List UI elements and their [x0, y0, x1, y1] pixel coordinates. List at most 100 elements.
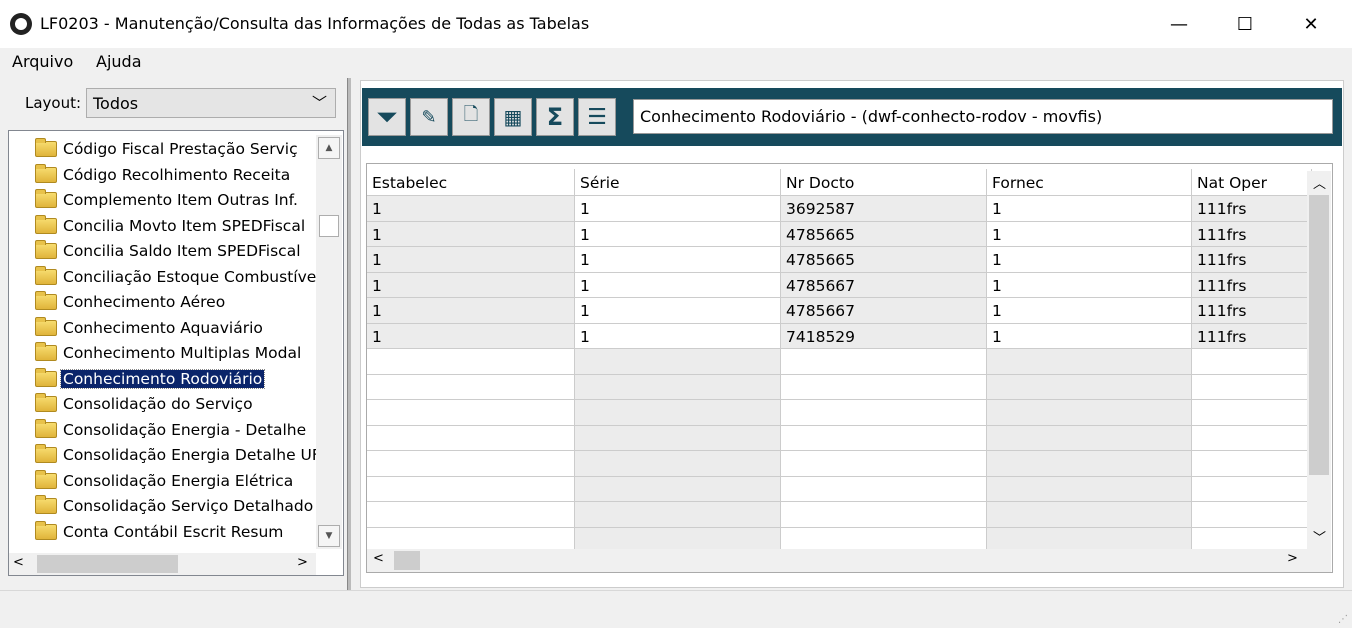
- scroll-right-icon[interactable]: >: [297, 555, 308, 570]
- column-header[interactable]: Nat Oper: [1192, 169, 1312, 196]
- grid-cell[interactable]: [781, 349, 987, 375]
- menu-arquivo[interactable]: Arquivo: [12, 52, 74, 71]
- grid-cell[interactable]: 1: [367, 196, 575, 222]
- layout-select[interactable]: Todos ﹀: [86, 88, 336, 118]
- grid-cell[interactable]: 1: [987, 323, 1192, 349]
- grid-cell[interactable]: [367, 349, 575, 375]
- new-document-icon[interactable]: 🗋: [452, 98, 490, 136]
- filter-icon[interactable]: ⏷: [368, 98, 406, 136]
- tree-item[interactable]: Consolidação Serviço Detalhado: [35, 494, 315, 518]
- tree-item[interactable]: Código Recolhimento Receita: [35, 163, 292, 187]
- tree-vertical-scrollbar[interactable]: ▲ ▼: [316, 135, 342, 549]
- column-header[interactable]: Nr Docto: [781, 169, 987, 196]
- scroll-left-icon[interactable]: <: [373, 551, 384, 566]
- tree-item[interactable]: Conhecimento Aquaviário: [35, 316, 265, 340]
- tree-item[interactable]: Conciliação Estoque Combustíve: [35, 265, 318, 289]
- minimize-button[interactable]: —: [1170, 13, 1188, 35]
- grid-cell[interactable]: [987, 451, 1192, 477]
- resize-grip-icon[interactable]: ⋰: [1338, 614, 1348, 625]
- grid-cell[interactable]: [575, 502, 781, 528]
- grid-cell[interactable]: [367, 476, 575, 502]
- grid-cell[interactable]: [987, 502, 1192, 528]
- grid-cell[interactable]: [575, 425, 781, 451]
- scroll-down-icon[interactable]: ▼: [318, 525, 340, 547]
- grid-cell[interactable]: [575, 374, 781, 400]
- grid-cell[interactable]: 1: [575, 196, 781, 222]
- grid-cell[interactable]: 111frs: [1192, 247, 1312, 273]
- scroll-thumb[interactable]: [1309, 195, 1329, 475]
- grid-cell[interactable]: 1: [987, 196, 1192, 222]
- grid-cell[interactable]: [987, 425, 1192, 451]
- grid-cell[interactable]: [575, 476, 781, 502]
- tree-item[interactable]: Conta Contábil Escrit Resum: [35, 520, 285, 544]
- menu-ajuda[interactable]: Ajuda: [96, 52, 142, 71]
- grid-cell[interactable]: 1: [367, 323, 575, 349]
- grid-cell[interactable]: 4785667: [781, 272, 987, 298]
- grid-cell[interactable]: [367, 502, 575, 528]
- grid-cell[interactable]: 1: [987, 247, 1192, 273]
- grid-cell[interactable]: [575, 400, 781, 426]
- grid-cell[interactable]: [781, 476, 987, 502]
- grid-cell[interactable]: [575, 451, 781, 477]
- grid-cell[interactable]: 111frs: [1192, 272, 1312, 298]
- tree-item[interactable]: Concilia Saldo Item SPEDFiscal: [35, 239, 303, 263]
- grid-cell[interactable]: 4785665: [781, 247, 987, 273]
- grid-cell[interactable]: [1192, 425, 1312, 451]
- grid-cell[interactable]: [987, 349, 1192, 375]
- scroll-down-icon[interactable]: ﹀: [1313, 531, 1327, 546]
- grid-cell[interactable]: 1: [367, 247, 575, 273]
- tree-item[interactable]: Consolidação Energia - Detalhe: [35, 418, 308, 442]
- grid-cell[interactable]: [367, 425, 575, 451]
- grid-cell[interactable]: 7418529: [781, 323, 987, 349]
- grid-cell[interactable]: [781, 400, 987, 426]
- grid-cell[interactable]: [781, 502, 987, 528]
- grid-cell[interactable]: [1192, 349, 1312, 375]
- calculator-icon[interactable]: ▦: [494, 98, 532, 136]
- tree-item[interactable]: Conhecimento Aéreo: [35, 290, 227, 314]
- tree-item[interactable]: Consolidação Energia Detalhe UF: [35, 443, 323, 467]
- grid-cell[interactable]: [1192, 451, 1312, 477]
- sum-icon[interactable]: Σ: [536, 98, 574, 136]
- grid-cell[interactable]: 1: [367, 272, 575, 298]
- grid-cell[interactable]: [1192, 502, 1312, 528]
- tree-horizontal-scrollbar[interactable]: < >: [9, 553, 316, 575]
- column-header[interactable]: Fornec: [987, 169, 1192, 196]
- grid-cell[interactable]: 111frs: [1192, 323, 1312, 349]
- grid-cell[interactable]: 1: [575, 247, 781, 273]
- grid-cell[interactable]: [987, 374, 1192, 400]
- tree-item[interactable]: Conhecimento Multiplas Modal: [35, 341, 303, 365]
- grid-cell[interactable]: 1: [367, 298, 575, 324]
- grid-cell[interactable]: 1: [575, 323, 781, 349]
- grid-cell[interactable]: 4785665: [781, 221, 987, 247]
- grid-cell[interactable]: [781, 374, 987, 400]
- grid-cell[interactable]: 111frs: [1192, 221, 1312, 247]
- settings-sliders-icon[interactable]: ☰: [578, 98, 616, 136]
- scroll-up-icon[interactable]: ▲: [318, 137, 340, 159]
- grid-horizontal-scrollbar[interactable]: < >: [367, 549, 1331, 572]
- grid-cell[interactable]: [987, 400, 1192, 426]
- grid-cell[interactable]: 4785667: [781, 298, 987, 324]
- grid-cell[interactable]: [367, 374, 575, 400]
- grid-cell[interactable]: [1192, 400, 1312, 426]
- maximize-button[interactable]: ☐: [1236, 13, 1254, 35]
- scroll-left-icon[interactable]: <: [13, 555, 24, 570]
- scroll-up-icon[interactable]: ︿: [1313, 177, 1327, 192]
- table-tree[interactable]: Código Fiscal Prestação Serviç Código Rec…: [8, 130, 344, 576]
- tree-item[interactable]: Consolidação do Serviço: [35, 392, 255, 416]
- grid-cell[interactable]: 111frs: [1192, 298, 1312, 324]
- tree-item[interactable]: Consolidação Energia Elétrica: [35, 469, 295, 493]
- close-button[interactable]: ✕: [1303, 13, 1319, 35]
- grid-cell[interactable]: [575, 349, 781, 375]
- splitter[interactable]: [347, 78, 351, 590]
- tree-item[interactable]: Concilia Movto Item SPEDFiscal: [35, 214, 307, 238]
- grid-cell[interactable]: [987, 476, 1192, 502]
- grid-cell[interactable]: 111frs: [1192, 196, 1312, 222]
- grid-cell[interactable]: [367, 451, 575, 477]
- grid-cell[interactable]: 1: [987, 221, 1192, 247]
- scroll-right-icon[interactable]: >: [1287, 551, 1298, 566]
- grid-cell[interactable]: [1192, 374, 1312, 400]
- edit-icon[interactable]: ✎: [410, 98, 448, 136]
- tree-item[interactable]: Complemento Item Outras Inf.: [35, 188, 300, 212]
- grid-cell[interactable]: 1: [575, 272, 781, 298]
- grid-cell[interactable]: [781, 451, 987, 477]
